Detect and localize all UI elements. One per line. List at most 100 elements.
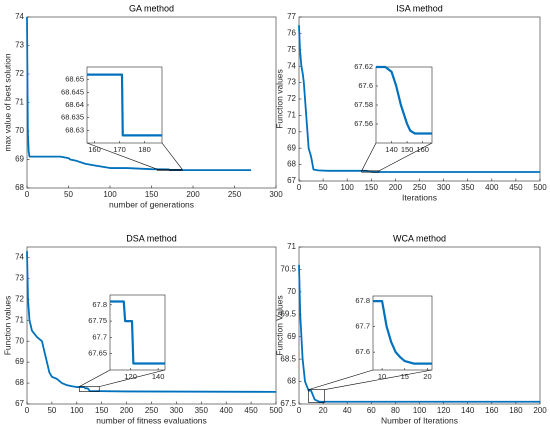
connector — [361, 142, 377, 171]
y-tick-label: 68 — [15, 378, 24, 387]
y-tick-label: 67.62 — [354, 62, 373, 71]
data-line — [87, 73, 162, 137]
y-tick-label: 69 — [287, 332, 296, 341]
x-tick-label: 160 — [88, 145, 101, 154]
y-tick-label: 71 — [15, 98, 24, 107]
axes-frame — [375, 66, 433, 144]
x-tick-label: 350 — [195, 406, 209, 415]
x-tick-label: 60 — [367, 406, 376, 415]
y-tick-label: 68.635 — [61, 113, 84, 122]
y-tick-label: 71 — [287, 111, 296, 120]
y-tick-label: 73 — [287, 78, 296, 87]
x-tick-label: 100 — [70, 406, 84, 415]
connector — [99, 369, 166, 387]
x-tick-label: 150 — [401, 145, 414, 154]
x-tick-label: 300 — [170, 406, 184, 415]
y-tick-label: 67 — [15, 399, 24, 408]
y-tick-label: 69 — [287, 143, 296, 152]
x-tick-label: 40 — [343, 406, 352, 415]
y-tick-label: 68.64 — [65, 100, 84, 109]
y-tick-label: 73 — [15, 41, 24, 50]
x-tick-label: 400 — [485, 183, 499, 192]
chart-title: GA method — [129, 3, 174, 13]
x-tick-label: 200 — [120, 406, 134, 415]
data-line — [373, 300, 432, 365]
x-tick-label: 20 — [423, 372, 431, 381]
y-tick-label: 75 — [287, 45, 296, 54]
x-axis-label: number of generations — [109, 199, 194, 209]
x-tick-label: 300 — [269, 190, 283, 199]
x-tick-label: 500 — [533, 183, 547, 192]
chart-title: ISA method — [396, 3, 443, 13]
x-tick-label: 0 — [25, 190, 30, 199]
y-tick-label: 70 — [287, 287, 296, 296]
y-tick-label: 67.8 — [355, 296, 370, 305]
y-tick-label: 72 — [15, 69, 24, 78]
y-tick-label: 68 — [287, 160, 296, 169]
y-tick-label: 67.65 — [88, 349, 107, 358]
y-tick-label: 69 — [15, 155, 24, 164]
x-tick-label: 140 — [461, 406, 475, 415]
y-tick-label: 69.5 — [280, 309, 296, 318]
zoom-box — [157, 169, 183, 171]
x-tick-label: 120 — [124, 372, 137, 381]
y-tick-label: 68.5 — [280, 354, 296, 363]
x-tick-label: 150 — [145, 190, 159, 199]
axes-frame — [109, 294, 166, 371]
x-tick-label: 180 — [509, 406, 523, 415]
zoom-box — [78, 386, 100, 392]
y-tick-label: 72 — [287, 94, 296, 103]
y-tick-label: 71 — [287, 242, 296, 251]
x-axis-label: Number of Iterations — [381, 415, 458, 425]
y-tick-label: 73 — [15, 274, 24, 283]
y-tick-label: 70.5 — [280, 265, 296, 274]
x-tick-label: 80 — [391, 406, 400, 415]
chart-title: WCA method — [393, 233, 446, 243]
y-axis-label: Function values — [2, 296, 12, 356]
y-tick-label: 70 — [287, 127, 296, 136]
x-tick-label: 140 — [385, 145, 398, 154]
x-tick-label: 250 — [228, 190, 242, 199]
y-tick-label: 68.645 — [61, 87, 84, 96]
data-line — [376, 65, 432, 135]
x-tick-label: 200 — [389, 183, 403, 192]
x-tick-label: 150 — [95, 406, 109, 415]
axes-frame — [86, 66, 163, 144]
x-tick-label: 50 — [319, 183, 328, 192]
x-tick-label: 50 — [64, 190, 73, 199]
y-tick-label: 71 — [15, 315, 24, 324]
y-tick-label: 74 — [15, 253, 24, 262]
x-tick-label: 250 — [413, 183, 427, 192]
data-line — [110, 300, 165, 365]
x-tick-label: 200 — [186, 190, 200, 199]
y-tick-label: 67.6 — [355, 347, 370, 356]
y-tick-label: 67.7 — [92, 332, 107, 341]
y-tick-label: 76 — [287, 29, 296, 38]
connector — [308, 369, 374, 390]
y-tick-label: 67.75 — [88, 316, 107, 325]
y-tick-label: 67.5 — [280, 399, 296, 408]
x-tick-label: 0 — [297, 183, 302, 192]
connector — [161, 142, 183, 170]
x-tick-label: 170 — [113, 145, 126, 154]
x-axis-label: Iterations — [402, 192, 437, 202]
x-tick-label: 250 — [145, 406, 159, 415]
x-tick-label: 100 — [103, 190, 117, 199]
y-tick-label: 68.65 — [65, 75, 84, 84]
x-axis-label: number of fitness evaluations — [96, 415, 207, 425]
x-tick-label: 500 — [269, 406, 283, 415]
y-tick-label: 70 — [15, 336, 24, 345]
x-tick-label: 450 — [244, 406, 258, 415]
x-tick-label: 0 — [25, 406, 30, 415]
zoom-box — [361, 170, 380, 173]
x-tick-label: 300 — [437, 183, 451, 192]
data-line — [298, 25, 540, 173]
chart-title: DSA method — [126, 233, 177, 243]
y-tick-label: 70 — [15, 126, 24, 135]
y-tick-label: 67.8 — [92, 300, 107, 309]
y-tick-label: 77 — [287, 12, 296, 21]
connector — [86, 142, 158, 170]
y-tick-label: 68.63 — [65, 125, 84, 134]
x-tick-label: 160 — [416, 145, 429, 154]
